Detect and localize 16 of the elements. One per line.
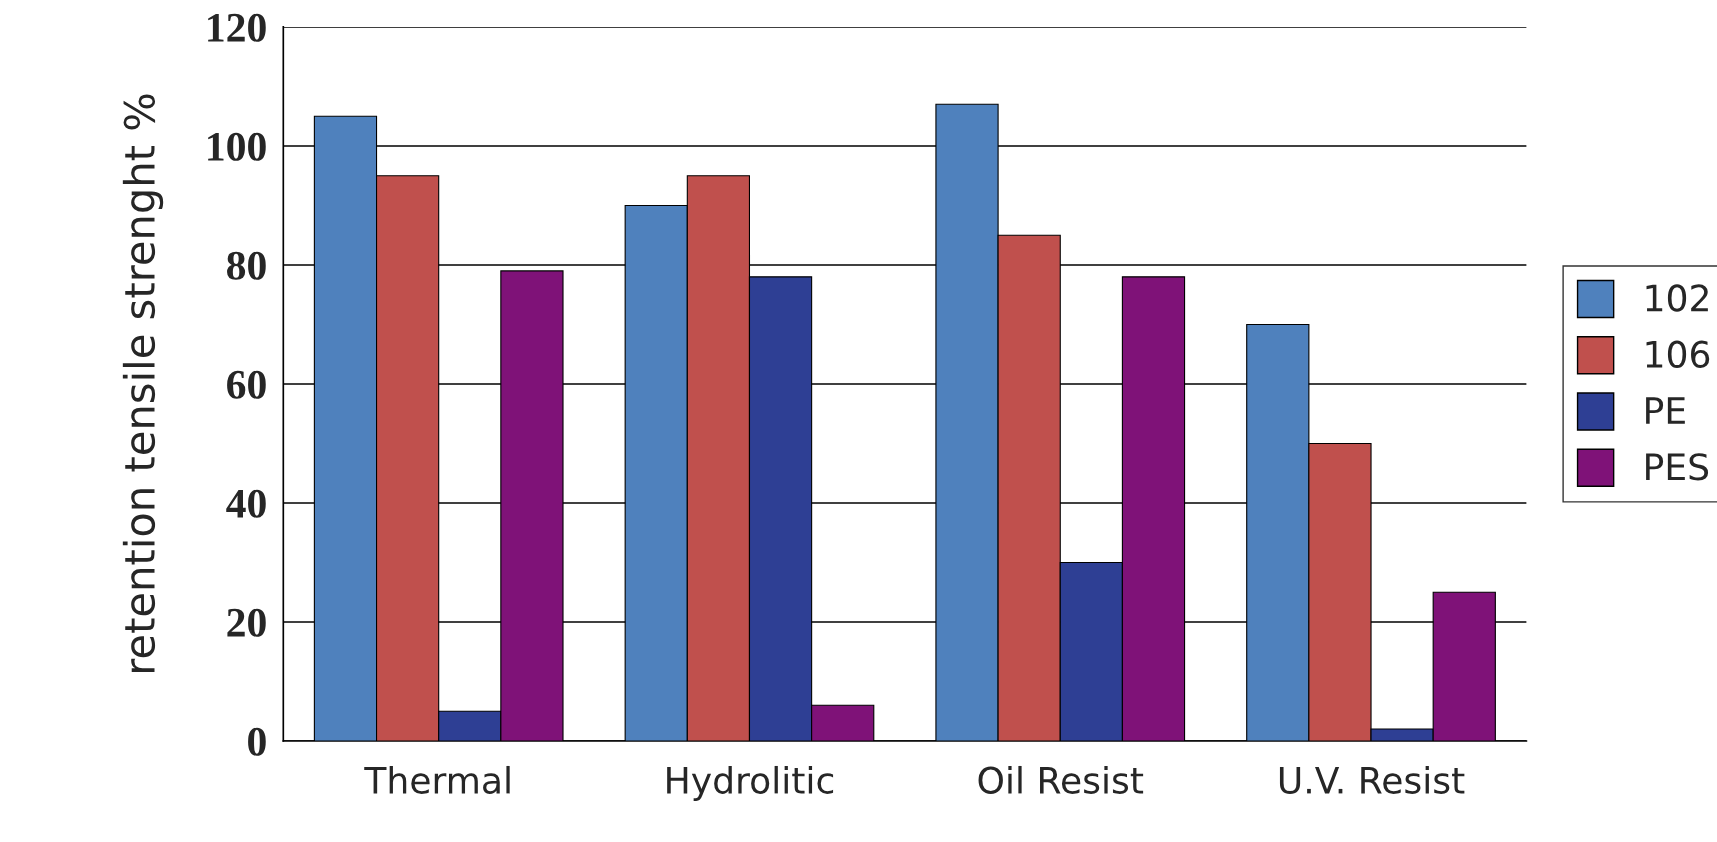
legend-label: 106	[1646, 340, 1710, 368]
y-tick-label: 40	[226, 489, 266, 518]
y-tick-label: 120	[208, 13, 266, 42]
y-tick-label: 60	[227, 370, 266, 399]
y-tick-label: 80	[227, 251, 266, 280]
y-tick-label: 100	[208, 132, 266, 161]
legend-label: PES	[1646, 453, 1709, 481]
x-tick-label: Oil Resist	[978, 765, 1144, 794]
y-tick-label: 20	[227, 608, 266, 637]
legend-label: PE	[1646, 397, 1685, 424]
legend-label: 102	[1646, 284, 1708, 312]
y-axis-title: retention tensile strenght %	[122, 94, 164, 673]
x-tick-label: U.V. Resist	[1279, 765, 1465, 794]
x-tick-label: Hydrolitic	[667, 765, 834, 801]
y-tick-label: 0	[248, 727, 266, 756]
x-tick-label: Thermal	[364, 765, 510, 794]
